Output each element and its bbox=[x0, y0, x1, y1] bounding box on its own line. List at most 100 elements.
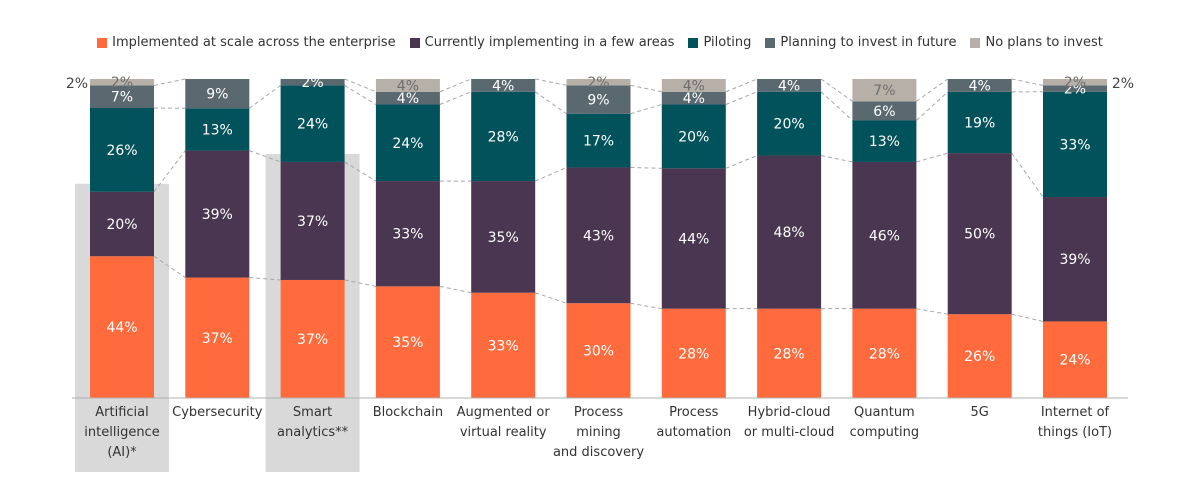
connector-line bbox=[344, 84, 377, 105]
bar-segment bbox=[947, 91, 1012, 154]
connector-line bbox=[916, 308, 948, 315]
data-label: 4% bbox=[969, 78, 991, 94]
bar-segment bbox=[947, 153, 1012, 315]
data-label: 39% bbox=[202, 207, 233, 223]
connector-line bbox=[630, 104, 662, 115]
category-label-line: or multi-cloud bbox=[744, 425, 835, 440]
bar-segment bbox=[471, 79, 536, 92]
category-label-line: Internet of bbox=[1041, 405, 1110, 420]
bar-segment bbox=[280, 79, 345, 86]
data-label: 7% bbox=[111, 90, 133, 106]
bar-segment bbox=[185, 108, 250, 151]
bar-segment bbox=[1043, 85, 1107, 92]
outer-label-right: 2% bbox=[1112, 76, 1134, 92]
connector-line bbox=[1011, 313, 1044, 322]
bar-segment bbox=[90, 108, 154, 192]
legend-label: No plans to invest bbox=[985, 35, 1103, 50]
connector-line bbox=[249, 84, 281, 109]
connector-line bbox=[916, 78, 948, 102]
data-label: 19% bbox=[964, 116, 995, 132]
bar-segment bbox=[757, 79, 822, 92]
bar-segment bbox=[375, 286, 440, 398]
bar-segment bbox=[661, 308, 726, 398]
connector-line bbox=[535, 292, 567, 304]
data-label: 20% bbox=[678, 129, 709, 145]
legend-label: Piloting bbox=[703, 35, 752, 50]
bar-segment bbox=[471, 292, 536, 398]
category-label-line: Cybersecurity bbox=[172, 405, 263, 420]
category-label-line: Augmented or bbox=[457, 405, 551, 420]
connector-line bbox=[725, 91, 758, 105]
category-label-line: computing bbox=[850, 425, 919, 440]
data-label: 26% bbox=[106, 143, 137, 159]
bar-segment bbox=[280, 161, 345, 280]
category-label: 5G bbox=[971, 405, 989, 420]
bar-segment bbox=[566, 113, 631, 168]
category-label-line: Quantum bbox=[854, 405, 915, 420]
category-label-line: 5G bbox=[971, 405, 989, 420]
connector-line bbox=[821, 155, 853, 163]
category-label: Blockchain bbox=[373, 405, 443, 420]
data-label: 2% bbox=[1064, 82, 1086, 98]
bar-segment bbox=[90, 79, 154, 86]
bar-segment bbox=[375, 104, 440, 182]
legend-swatch bbox=[409, 37, 420, 48]
category-label: Augmented or virtual reality bbox=[457, 405, 551, 440]
bar-segment bbox=[1043, 91, 1107, 198]
data-label: 24% bbox=[297, 117, 328, 133]
bar-segment bbox=[661, 168, 726, 309]
category-label-line: (AI)* bbox=[107, 445, 137, 460]
chart-legend: Implemented at scale across the enterpri… bbox=[0, 35, 1200, 50]
connector-line bbox=[1011, 152, 1044, 198]
data-label: 44% bbox=[678, 232, 709, 248]
category-label: Quantum computing bbox=[850, 405, 919, 440]
category-label-line: intelligence bbox=[84, 425, 159, 440]
connector-line bbox=[439, 285, 472, 294]
bar-segment bbox=[757, 91, 822, 156]
data-label: 44% bbox=[106, 320, 137, 336]
data-label: 37% bbox=[297, 332, 328, 348]
legend-item: Planning to invest in future bbox=[765, 35, 956, 50]
legend-swatch bbox=[765, 37, 776, 48]
data-label: 28% bbox=[488, 129, 519, 145]
data-label: 7% bbox=[873, 83, 895, 99]
bar-segment bbox=[185, 150, 250, 278]
connector-line bbox=[344, 161, 377, 182]
data-label: 4% bbox=[492, 78, 514, 94]
bar-segment bbox=[280, 279, 345, 398]
data-label: 26% bbox=[964, 349, 995, 365]
category-label: Cybersecurity bbox=[172, 405, 263, 420]
bar-segment bbox=[90, 85, 154, 108]
category-label-line: and discovery bbox=[553, 445, 644, 460]
connector-line bbox=[153, 255, 186, 278]
data-label: 35% bbox=[488, 230, 519, 246]
legend-swatch bbox=[688, 37, 699, 48]
category-label-line: Hybrid-cloud bbox=[748, 405, 831, 420]
data-label: 46% bbox=[869, 228, 900, 244]
data-label: 30% bbox=[583, 344, 614, 360]
bar-segment bbox=[852, 161, 917, 309]
data-label: 33% bbox=[1059, 137, 1090, 153]
data-label: 20% bbox=[774, 117, 805, 133]
connector-line bbox=[249, 277, 281, 281]
data-label: 48% bbox=[774, 225, 805, 241]
connector-line bbox=[153, 150, 186, 193]
data-label: 2% bbox=[301, 75, 323, 91]
data-label: 2% bbox=[587, 75, 609, 91]
connector-line bbox=[249, 150, 281, 163]
legend-swatch bbox=[97, 37, 108, 48]
bar-segment bbox=[947, 79, 1012, 92]
data-label: 4% bbox=[778, 78, 800, 94]
data-label: 33% bbox=[488, 338, 519, 354]
data-label: 4% bbox=[683, 78, 705, 94]
legend-label: Currently implementing in a few areas bbox=[424, 35, 675, 50]
outer-label-left: 2% bbox=[66, 76, 88, 92]
bar-segment bbox=[852, 79, 917, 102]
connector-line bbox=[916, 152, 948, 163]
connector-line bbox=[820, 91, 853, 121]
connector-line bbox=[1011, 78, 1044, 86]
category-label: Process mining and discovery bbox=[553, 405, 644, 460]
data-label: 24% bbox=[392, 136, 423, 152]
category-label: Hybrid-cloud or multi-cloud bbox=[744, 405, 835, 440]
data-label: 2% bbox=[111, 75, 133, 91]
